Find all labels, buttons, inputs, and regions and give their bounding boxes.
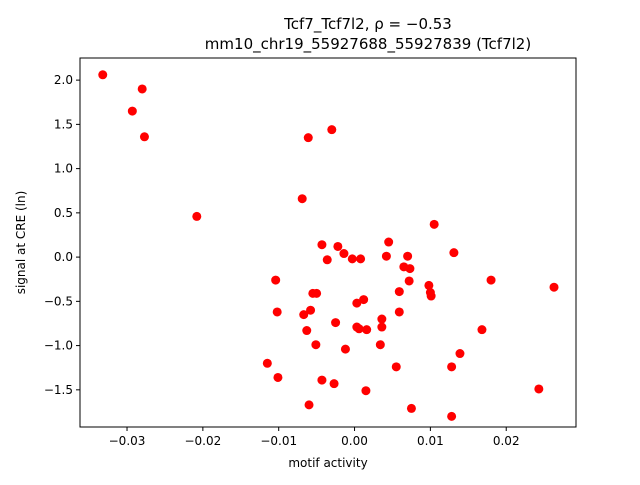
y-tick-label-1: −1.0 [44,339,73,353]
plot-frame [79,57,577,428]
data-point-42 [394,307,404,317]
x-tick-label-0: −0.03 [109,434,146,448]
data-point-25 [426,291,436,301]
data-point-21 [404,276,414,286]
x-axis-label: motif activity [288,456,367,470]
y-axis-label: signal at CRE (ln) [14,191,28,295]
data-point-53 [391,362,401,372]
data-point-48 [455,349,465,359]
x-tick-label-5: 0.02 [493,434,520,448]
data-point-34 [306,305,316,315]
y-tick-label-2: −0.5 [44,294,73,308]
data-point-38 [354,324,364,334]
data-point-51 [317,375,327,385]
data-point-0 [98,70,108,80]
data-point-50 [273,372,283,382]
x-axis-ticks: −0.03 −0.02 −0.01 0.00 0.01 0.02 [109,427,520,448]
chart-title-line1: Tcf7_Tcf7l2, ρ = −0.53 [283,15,452,34]
data-point-30 [312,288,322,298]
data-point-47 [477,325,487,335]
y-tick-label-6: 1.5 [54,117,73,131]
data-point-2 [127,106,137,116]
data-point-45 [340,344,350,354]
data-point-18 [449,248,459,258]
data-point-8 [317,240,327,250]
data-point-6 [297,194,307,204]
data-point-11 [339,249,349,259]
data-point-35 [299,310,309,320]
data-point-4 [303,133,313,143]
data-point-32 [352,298,362,308]
data-point-57 [304,400,314,410]
data-point-23 [424,280,434,290]
data-point-17 [429,219,439,229]
data-point-16 [403,251,413,261]
data-point-26 [486,275,496,285]
data-point-39 [362,325,372,335]
data-point-41 [377,322,387,332]
data-point-40 [377,314,387,324]
data-point-54 [447,362,457,372]
y-tick-label-3: 0.0 [54,250,73,264]
points-layer [98,70,559,421]
data-point-58 [406,403,416,413]
x-tick-label-2: −0.01 [260,434,297,448]
data-point-46 [375,340,385,350]
data-point-27 [549,282,559,292]
y-tick-label-0: −1.5 [44,383,73,397]
data-point-55 [361,386,371,396]
data-point-1 [137,84,147,94]
data-point-28 [271,275,281,285]
data-point-44 [311,340,321,350]
chart-title-line2: mm10_chr19_55927688_55927839 (Tcf7l2) [205,35,531,54]
y-tick-label-4: 0.5 [54,206,73,220]
data-point-9 [333,241,343,251]
data-point-49 [262,358,272,368]
data-point-31 [359,295,369,305]
x-tick-label-3: 0.00 [341,434,368,448]
data-point-12 [347,254,357,264]
data-point-10 [322,255,332,265]
y-tick-label-7: 2.0 [54,73,73,87]
data-point-14 [384,237,394,247]
data-point-7 [192,211,202,221]
data-point-5 [327,125,337,135]
data-point-52 [329,379,339,389]
data-point-36 [331,318,341,328]
data-point-20 [405,264,415,274]
data-point-59 [447,411,457,421]
x-tick-label-1: −0.02 [184,434,221,448]
y-tick-label-5: 1.0 [54,162,73,176]
data-point-33 [272,307,282,317]
data-point-13 [356,254,366,264]
data-point-56 [534,384,544,394]
x-tick-label-4: 0.01 [417,434,444,448]
data-point-22 [394,287,404,297]
y-axis-ticks: −1.5 −1.0 −0.5 0.0 0.5 1.0 1.5 2.0 [44,73,80,397]
data-point-43 [302,326,312,336]
data-point-3 [139,132,149,142]
data-point-15 [381,251,391,261]
